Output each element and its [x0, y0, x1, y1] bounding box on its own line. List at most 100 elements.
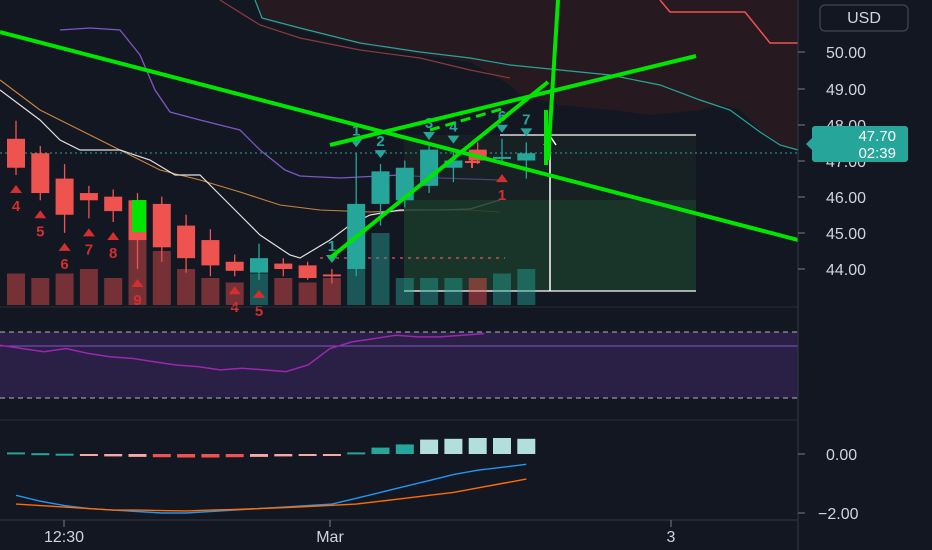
macd-hist-bar [201, 454, 220, 458]
td-label-above: 4 [449, 119, 458, 136]
candle-body [152, 203, 171, 248]
td-label-below: 4 [12, 198, 21, 215]
macd-hist-bar [371, 447, 390, 454]
macd-hist-bar [444, 438, 463, 454]
td-label-below: 8 [109, 245, 117, 262]
trend-line-ascending[interactable] [328, 80, 550, 260]
cloud-brown-line [219, 0, 511, 79]
candle-body [250, 258, 268, 273]
td-arrow-up [253, 289, 265, 298]
macd-hist-bar [250, 454, 268, 457]
macd-hist-bar [468, 438, 487, 454]
currency-button[interactable] [819, 4, 909, 32]
macd-hist-bar [79, 454, 98, 456]
volume-bar [79, 269, 98, 305]
td-arrow-up [228, 286, 241, 295]
candle-body [444, 160, 463, 168]
trend-line-steep[interactable] [546, 0, 560, 161]
currency-label: USD [847, 10, 881, 27]
macd-histogram [7, 438, 536, 458]
volume-bar [152, 251, 171, 305]
td-arrow-up [10, 184, 22, 193]
macd-hist-bar [225, 454, 244, 458]
volume-bar [420, 278, 439, 305]
td-arrow-up [131, 279, 144, 287]
price-label-46: 46.00 [826, 190, 866, 207]
candle-body [55, 178, 74, 215]
macd-hist-bar [274, 454, 293, 457]
candle-body [7, 138, 25, 168]
signal-line [15, 478, 527, 512]
macd-hist-bar [128, 454, 147, 457]
candle-body [517, 153, 536, 161]
cloud-area [255, 0, 798, 150]
candle-body [79, 193, 98, 201]
td-label-below: 7 [85, 241, 93, 258]
macd-hist-bar [322, 454, 341, 456]
volume-bar [104, 278, 123, 305]
macd-hist-bar [420, 439, 439, 454]
price-label-50: 50.00 [826, 45, 866, 62]
macd-hist-bar [298, 454, 317, 456]
volume-bar [444, 278, 463, 305]
last-price-label[interactable] [812, 126, 908, 162]
macd-hist-bar [395, 444, 414, 454]
macd-hist-bar [347, 452, 366, 455]
macd-hist-bar [152, 454, 171, 458]
price-label-45: 45.00 [826, 226, 866, 243]
td-label-below: 6 [60, 256, 68, 273]
macd-hist-bar [517, 438, 536, 454]
td-label-below: 5 [36, 223, 44, 240]
td-arrow-up [82, 228, 95, 237]
volume-bar [31, 278, 50, 305]
td-arrow-down [374, 150, 387, 159]
trend-line-descending[interactable] [0, 30, 799, 242]
macd-hist-bar [104, 454, 123, 457]
candle-body [298, 265, 317, 279]
td-arrow-down [423, 132, 436, 141]
cloud-red-line [659, 0, 798, 44]
td-label-above: 3 [425, 115, 433, 132]
last-price-value: 47.70 [858, 128, 896, 145]
td-label-above: 7 [522, 111, 530, 128]
td-arrow-down [496, 124, 508, 133]
rsi-band [0, 332, 798, 398]
volume-bar [395, 278, 414, 305]
time-label-1230: 12:30 [44, 529, 84, 546]
volume-bar [371, 233, 390, 305]
td-label-above: 2 [376, 133, 384, 150]
candle-body [322, 274, 341, 277]
volume-bar [274, 278, 293, 305]
trend-line-channel [429, 106, 506, 132]
volume-bar [201, 278, 220, 305]
trend-line-upper[interactable] [329, 54, 697, 147]
candle-body [201, 240, 220, 266]
rsi-line [0, 332, 485, 373]
volume-bar [298, 282, 317, 305]
macd-hist-bar [177, 454, 196, 458]
td-arrow-down [447, 135, 460, 144]
cloud-upper-line [254, 0, 799, 151]
volume-bar [177, 269, 196, 305]
td-label-below: 5 [255, 303, 263, 320]
highlight-candle [132, 200, 146, 232]
candle-body [31, 153, 50, 194]
td-label-below: 9 [133, 292, 141, 309]
td-arrow-up [34, 210, 47, 219]
td-arrow-down [520, 128, 533, 137]
td-label-above: 1 [352, 122, 360, 139]
price-label-49: 49.00 [826, 82, 866, 99]
td-label-below: 1 [498, 187, 506, 204]
macd-hist-bar [31, 453, 50, 456]
candle-body [274, 263, 293, 269]
candle-body [225, 261, 244, 271]
candle-body [104, 196, 123, 212]
time-label-3: 3 [667, 529, 676, 546]
volume-bar [322, 278, 341, 305]
volume-bar [468, 278, 487, 305]
candle-body [493, 156, 511, 159]
macd-hist-bar [55, 453, 74, 456]
volume-bar [517, 269, 536, 305]
macd-hist-bar [493, 438, 511, 454]
